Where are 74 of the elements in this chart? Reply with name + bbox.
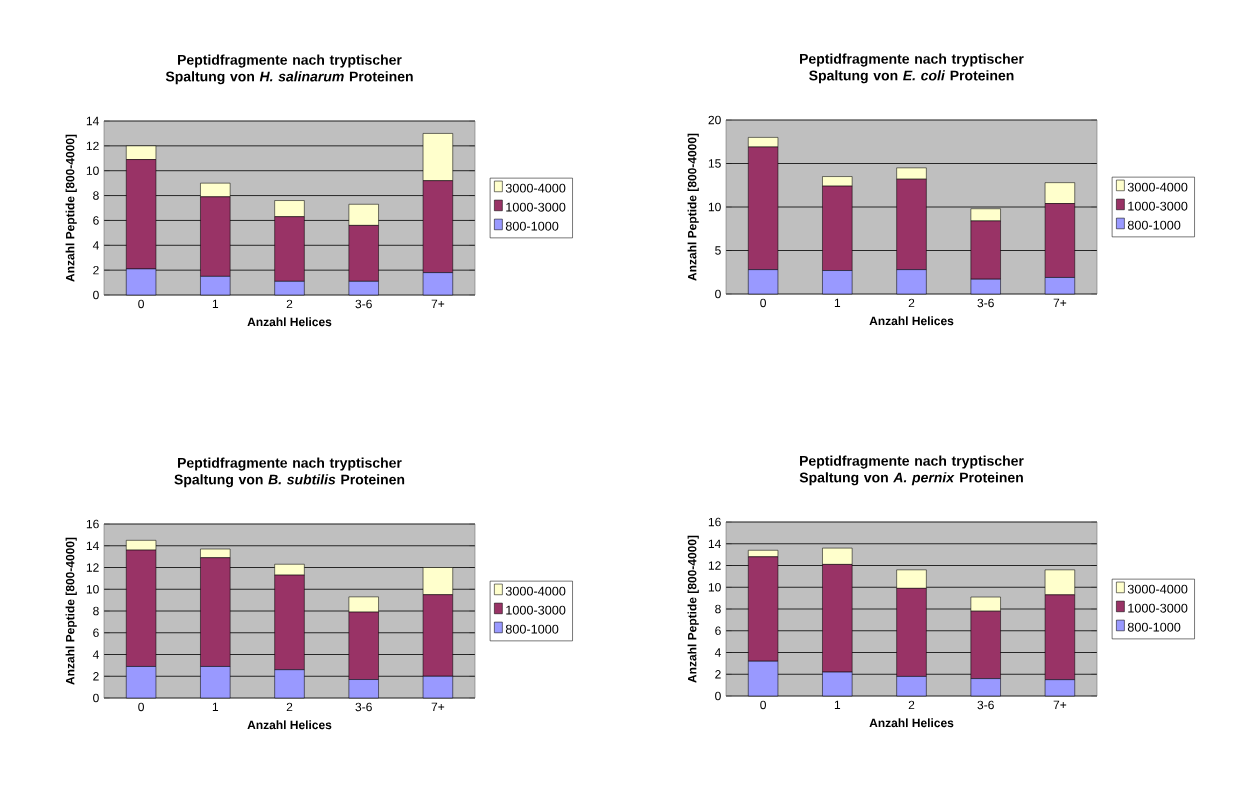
chart-title: Peptidfragmente nach tryptischer Spaltung von H. salinarum Proteinen [165,54,413,85]
x-axis-title: Anzahl Helices [247,317,332,327]
x-tick-label: 2 [908,298,915,308]
legend-label: 1000-3000 [506,605,566,615]
legend-label: 1000-3000 [1128,201,1188,211]
x-axis-title: Anzahl Helices [869,316,954,326]
x-tick-label: 3-6 [355,702,372,712]
y-tick-label: 8 [93,606,99,616]
y-axis-title: Anzahl Peptide [800-4000] [687,535,699,683]
x-axis-title: Anzahl Helices [869,718,954,728]
x-tick-label: 1 [834,298,841,307]
chart-title: Peptidfragmente nach tryptischer Spaltung von A. pernix Proteinen [799,455,1024,486]
x-tick-label: 0 [760,700,766,710]
legend-label: 1000-3000 [1128,603,1188,613]
x-tick-label: 2 [908,700,915,710]
y-tick-label: 10 [708,583,721,592]
chart-title: Peptidfragmente nach tryptischer Spaltung von E. coli Proteinen [800,53,1024,84]
y-tick-label: 12 [86,563,99,572]
legend-label: 1000-3000 [506,202,566,212]
chart-title: Peptidfragmente nach tryptischer Spaltung von B. subtilis Proteinen [174,457,405,488]
x-tick-label: 0 [760,298,766,308]
y-tick-label: 16 [708,517,721,527]
y-tick-label: 20 [708,115,721,125]
y-tick-label: 6 [93,216,99,225]
x-tick-label: 7+ [1053,298,1067,307]
legend-label: 800-1000 [505,624,559,634]
y-tick-label: 2 [93,265,99,275]
y-tick-label: 14 [86,116,99,126]
y-tick-label: 10 [708,202,721,212]
y-tick-label: 0 [715,691,721,701]
y-tick-label: 6 [93,628,99,638]
x-tick-label: 2 [286,299,293,309]
x-tick-label: 2 [286,702,293,712]
x-tick-label: 3-6 [355,299,372,309]
x-tick-label: 0 [138,299,144,309]
legend-label: 800-1000 [1127,622,1181,632]
y-tick-label: 15 [708,159,721,168]
y-tick-label: 0 [715,289,721,299]
legend-label: 800-1000 [1127,220,1181,230]
y-tick-label: 8 [715,604,721,614]
y-tick-label: 10 [86,166,99,175]
y-tick-label: 5 [715,246,721,255]
y-tick-label: 12 [86,141,99,151]
y-tick-label: 4 [714,648,721,657]
y-tick-label: 14 [86,541,99,550]
y-axis-title: Anzahl Peptide [800-4000] [687,133,699,281]
y-axis-title: Anzahl Peptide [800-4000] [65,537,77,685]
y-tick-label: 16 [86,519,99,529]
y-tick-label: 2 [93,672,99,681]
y-tick-label: 14 [708,539,721,548]
y-tick-label: 8 [93,191,99,200]
y-tick-label: 2 [715,670,721,679]
legend-label: 3000-4000 [505,183,566,193]
legend-label: 3000-4000 [1127,584,1188,594]
y-tick-label: 4 [92,241,99,250]
y-axis-title: Anzahl Peptide [800-4000] [65,134,77,282]
x-tick-label: 1 [212,702,219,711]
x-tick-label: 1 [212,299,219,308]
y-tick-label: 12 [708,561,721,570]
y-tick-label: 10 [86,585,99,594]
x-axis-title: Anzahl Helices [247,720,332,730]
x-tick-label: 3-6 [977,298,994,308]
x-tick-label: 7+ [431,702,445,711]
y-tick-label: 0 [93,290,99,300]
legend-label: 3000-4000 [505,586,566,596]
x-tick-label: 0 [138,702,144,712]
x-tick-label: 1 [834,700,841,709]
x-tick-label: 7+ [431,299,445,308]
y-tick-label: 6 [715,626,721,636]
legend-label: 3000-4000 [1127,182,1188,192]
x-tick-label: 7+ [1053,700,1067,709]
x-tick-label: 3-6 [977,700,994,710]
legend-label: 800-1000 [505,221,559,231]
y-tick-label: 4 [92,650,99,659]
